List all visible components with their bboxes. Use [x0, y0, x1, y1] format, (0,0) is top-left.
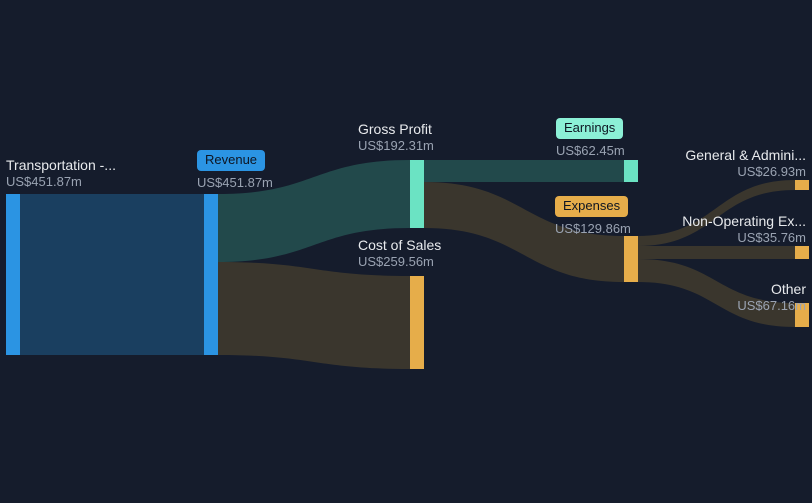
sankey-node-nonop [795, 246, 809, 259]
sankey-link-revenue-cost_of_sales [218, 262, 410, 369]
earnings-badge: Earnings [556, 118, 623, 139]
sankey-node-expenses [624, 236, 638, 282]
node-label-transportation: Transportation -... US$451.87m [6, 156, 116, 191]
node-value: US$35.76m [682, 230, 806, 247]
node-value: US$451.87m [6, 174, 116, 191]
expenses-badge: Expenses [555, 196, 628, 217]
node-title: Other [737, 280, 806, 298]
node-label-ga: General & Admini... US$26.93m [685, 146, 806, 181]
node-value: US$67.16m [737, 298, 806, 315]
node-label-cost-of-sales: Cost of Sales US$259.56m [358, 236, 441, 271]
node-value: US$259.56m [358, 254, 441, 271]
revenue-badge: Revenue [197, 150, 265, 171]
node-value: US$62.45m [556, 143, 625, 160]
node-label-earnings: Earnings US$62.45m [556, 118, 625, 160]
sankey-chart: { "chart": { "type": "sankey", "width": … [0, 0, 812, 503]
node-value: US$129.86m [555, 221, 631, 238]
node-title: General & Admini... [685, 146, 806, 164]
sankey-node-transportation [6, 194, 20, 355]
sankey-node-gross_profit [410, 160, 424, 228]
sankey-link-transportation-revenue [20, 194, 204, 355]
sankey-node-revenue [204, 194, 218, 355]
node-label-other: Other US$67.16m [737, 280, 806, 315]
node-label-gross-profit: Gross Profit US$192.31m [358, 120, 434, 155]
node-value: US$451.87m [197, 175, 273, 192]
sankey-node-cost_of_sales [410, 276, 424, 369]
node-title: Gross Profit [358, 120, 434, 138]
node-label-nonop: Non-Operating Ex... US$35.76m [682, 212, 806, 247]
node-title: Non-Operating Ex... [682, 212, 806, 230]
node-label-expenses: Expenses US$129.86m [555, 196, 631, 238]
node-title: Transportation -... [6, 156, 116, 174]
node-value: US$192.31m [358, 138, 434, 155]
sankey-node-earnings [624, 160, 638, 182]
node-title: Cost of Sales [358, 236, 441, 254]
sankey-node-ga [795, 180, 809, 190]
node-value: US$26.93m [685, 164, 806, 181]
node-label-revenue: Revenue US$451.87m [197, 150, 273, 192]
sankey-link-expenses-nonop [638, 246, 795, 259]
sankey-link-gross_profit-earnings [424, 160, 624, 182]
